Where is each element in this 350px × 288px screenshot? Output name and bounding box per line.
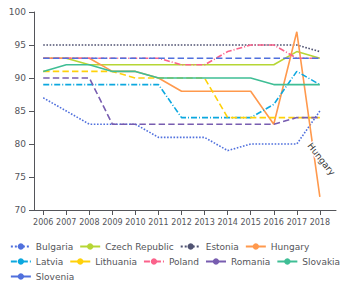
svg-text:75: 75 xyxy=(15,172,26,182)
svg-text:2007: 2007 xyxy=(56,218,76,227)
svg-text:2018: 2018 xyxy=(310,218,330,227)
svg-text:2012: 2012 xyxy=(171,218,191,227)
svg-text:Bulgaria: Bulgaria xyxy=(36,242,73,252)
svg-text:90: 90 xyxy=(15,73,27,83)
svg-text:2017: 2017 xyxy=(287,218,307,227)
svg-text:70: 70 xyxy=(15,205,27,215)
svg-text:Czech Republic: Czech Republic xyxy=(105,242,174,252)
svg-text:Slovenia: Slovenia xyxy=(36,272,74,282)
svg-text:80: 80 xyxy=(15,139,27,149)
svg-text:Hungary: Hungary xyxy=(271,242,310,252)
svg-text:2016: 2016 xyxy=(264,218,284,227)
svg-text:85: 85 xyxy=(15,106,26,116)
svg-text:95: 95 xyxy=(15,40,26,50)
svg-text:Romania: Romania xyxy=(231,257,270,267)
svg-text:Poland: Poland xyxy=(169,257,199,267)
svg-text:Slovakia: Slovakia xyxy=(302,257,340,267)
svg-text:2006: 2006 xyxy=(33,218,53,227)
svg-text:100: 100 xyxy=(9,7,26,17)
svg-text:2008: 2008 xyxy=(79,218,99,227)
svg-text:Lithuania: Lithuania xyxy=(95,257,137,267)
svg-text:2015: 2015 xyxy=(241,218,261,227)
svg-text:2011: 2011 xyxy=(148,218,168,227)
svg-text:Latvia: Latvia xyxy=(36,257,63,267)
svg-text:2010: 2010 xyxy=(125,218,145,227)
svg-text:Estonia: Estonia xyxy=(206,242,239,252)
svg-text:2014: 2014 xyxy=(217,218,237,227)
svg-text:2013: 2013 xyxy=(194,218,214,227)
svg-text:Hungary: Hungary xyxy=(306,141,338,178)
svg-text:2009: 2009 xyxy=(102,218,122,227)
